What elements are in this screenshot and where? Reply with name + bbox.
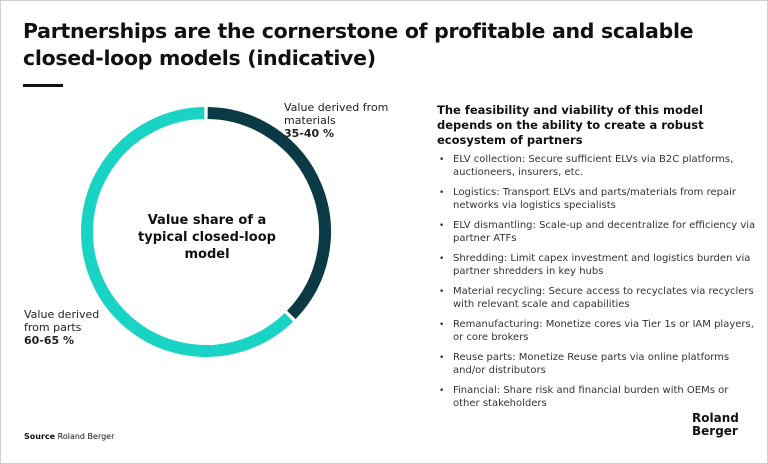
- source-note: Source Roland Berger: [24, 432, 114, 441]
- parts-label: Value derived from parts 60-65 %: [24, 308, 114, 347]
- donut-chart: [81, 107, 331, 357]
- donut-segment-parts: [81, 107, 294, 357]
- title-rule: [23, 84, 63, 87]
- roland-berger-logo: Roland Berger: [692, 412, 739, 438]
- partner-item: ELV collection: Secure sufficient ELVs v…: [437, 154, 757, 179]
- materials-label: Value derived from materials 35-40 %: [284, 101, 414, 140]
- partner-item: Logistics: Transport ELVs and parts/mate…: [437, 187, 757, 212]
- donut-center-label: Value share of a typical closed-loop mod…: [138, 213, 276, 262]
- partner-item: ELV dismantling: Scale-up and decentrali…: [437, 220, 757, 245]
- page-title: Partnerships are the cornerstone of prof…: [23, 19, 694, 70]
- donut-segment-materials: [207, 107, 331, 320]
- logo-line2: Berger: [692, 424, 738, 438]
- partner-item: Reuse parts: Monetize Reuse parts via on…: [437, 352, 757, 377]
- partner-item: Material recycling: Secure access to rec…: [437, 286, 757, 311]
- partners-panel: The feasibility and viability of this mo…: [437, 103, 757, 418]
- partner-item: Financial: Share risk and financial burd…: [437, 385, 757, 410]
- materials-value: 35-40 %: [284, 127, 335, 140]
- materials-label-text: Value derived from materials: [284, 101, 389, 127]
- partners-list: ELV collection: Secure sufficient ELVs v…: [437, 154, 757, 410]
- partner-item: Shredding: Limit capex investment and lo…: [437, 253, 757, 278]
- source-value: Roland Berger: [57, 432, 115, 441]
- partners-heading: The feasibility and viability of this mo…: [437, 103, 704, 147]
- logo-line1: Roland: [692, 411, 739, 425]
- parts-label-text: Value derived from parts: [24, 308, 100, 334]
- source-label: Source: [24, 432, 56, 441]
- partner-item: Remanufacturing: Monetize cores via Tier…: [437, 319, 757, 344]
- parts-value: 60-65 %: [24, 334, 75, 347]
